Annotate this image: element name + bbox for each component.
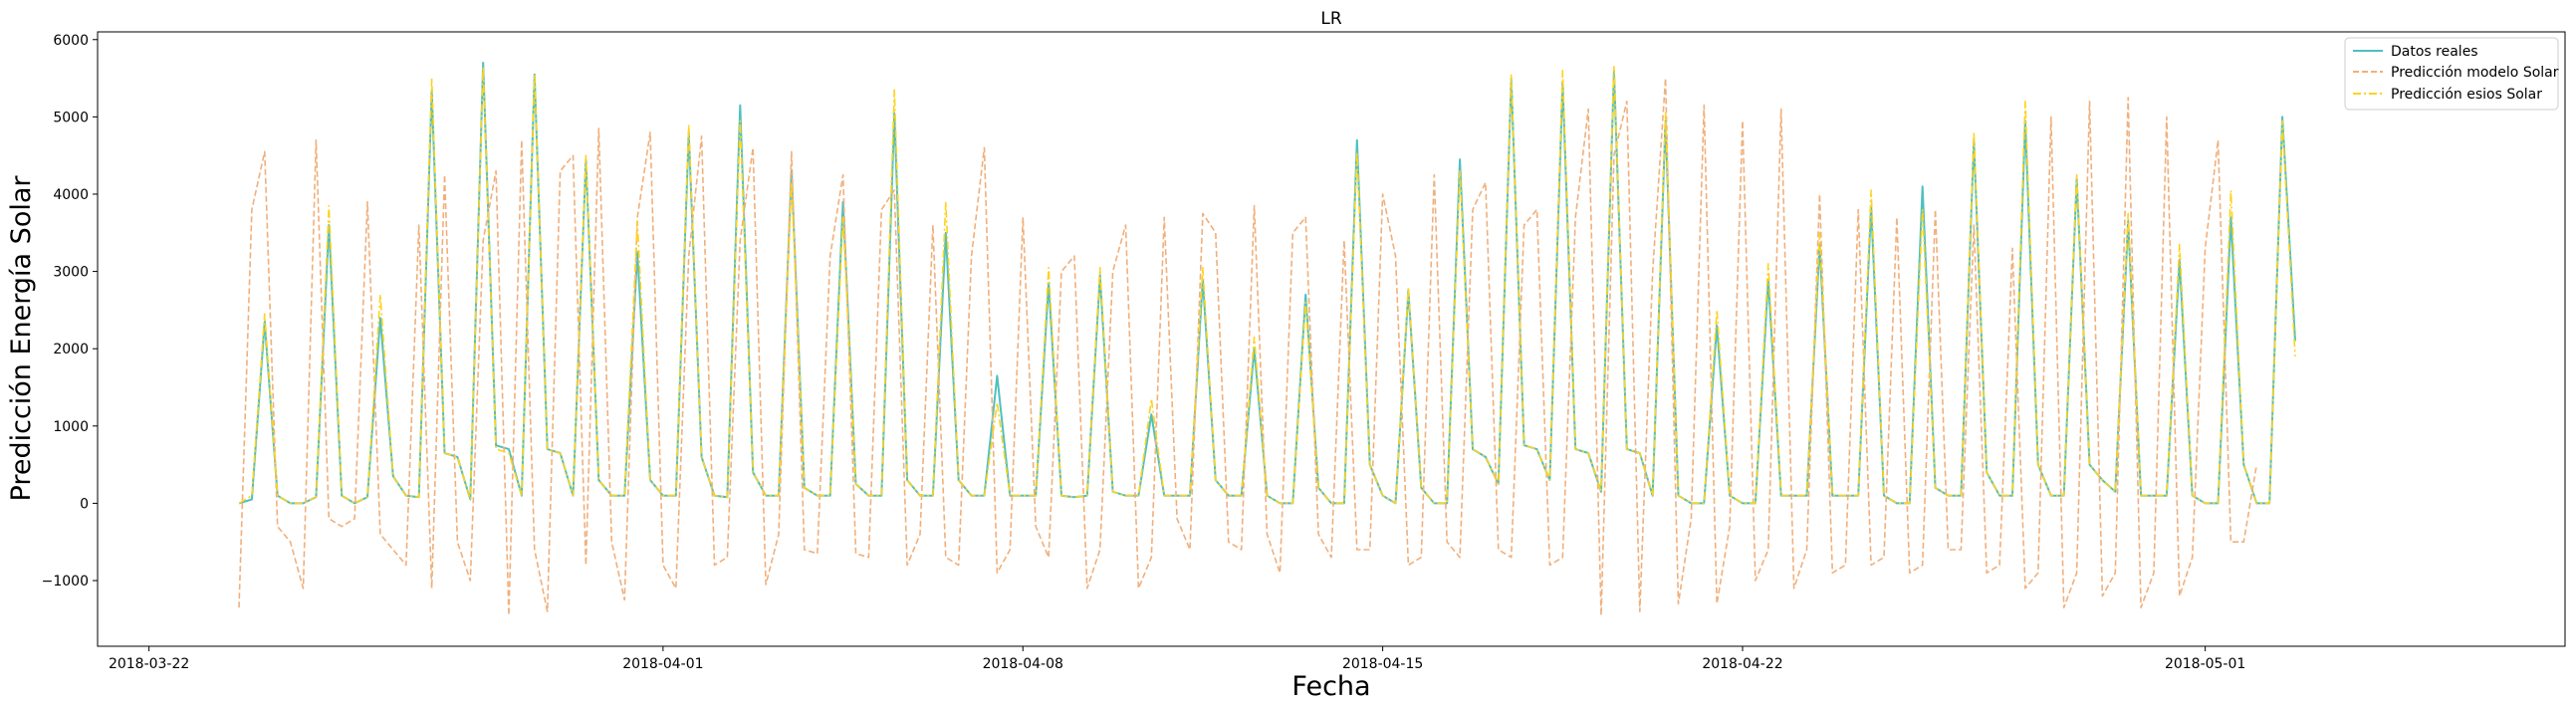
y-tick-label: 6000 — [53, 33, 89, 49]
x-tick-label: 2018-05-01 — [2165, 656, 2245, 672]
x-axis-title: Fecha — [1291, 671, 1370, 702]
y-axis-title: Predicción Energía Solar — [6, 175, 37, 502]
y-tick-label: 0 — [80, 496, 89, 512]
x-axis: 2018-03-22 2018-04-01 2018-04-08 2018-04-15… — [109, 646, 2245, 672]
chart-title: LR — [1320, 9, 1341, 29]
series-line-2 — [238, 77, 2258, 616]
legend: Datos reales Predicción modelo Solar Pre… — [2344, 37, 2559, 111]
y-axis: −1000 0 1000 2000 3000 4000 5000 6000 — [42, 33, 98, 590]
series-line-3 — [238, 66, 2296, 505]
legend-label-esios: Predicción esios Solar — [2391, 87, 2542, 103]
plot-area — [98, 32, 2565, 646]
series-layer — [238, 62, 2296, 616]
x-tick-label: 2018-04-22 — [1702, 656, 1782, 672]
x-tick-label: 2018-04-01 — [622, 656, 703, 672]
y-tick-label: 2000 — [53, 342, 89, 357]
legend-label-real: Datos reales — [2391, 44, 2478, 60]
legend-box — [2344, 37, 2559, 111]
y-tick-label: 4000 — [53, 187, 89, 203]
y-tick-label: 5000 — [53, 110, 89, 125]
y-tick-label: −1000 — [42, 574, 89, 590]
x-tick-label: 2018-04-08 — [983, 656, 1063, 672]
x-tick-label: 2018-03-22 — [109, 656, 189, 672]
x-tick-label: 2018-04-15 — [1342, 656, 1423, 672]
y-tick-label: 1000 — [53, 419, 89, 435]
legend-label-model: Predicción modelo Solar — [2391, 65, 2559, 81]
y-tick-label: 3000 — [53, 265, 89, 281]
plot-frame — [97, 31, 2566, 647]
